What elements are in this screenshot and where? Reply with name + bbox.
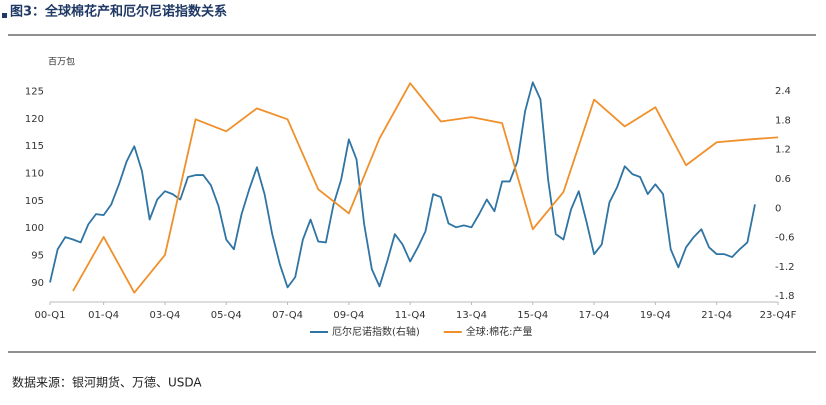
series-line [49,81,756,289]
y-tick-label: 90 [31,278,44,289]
y2-tick-label: 2.4 [775,86,791,97]
x-tick-label: 23-Q4F [760,310,797,321]
y-tick-label: 110 [25,168,44,179]
y-axis-label: 百万包 [48,56,75,68]
x-tick-label: 17-Q4 [579,310,610,321]
x-tick-label: 03-Q4 [149,310,180,321]
title-bullet [2,13,7,18]
x-tick-label: 01-Q4 [88,310,119,321]
legend-label: 全球:棉花:产量 [466,325,533,338]
y2-tick-label: 0.6 [775,174,791,185]
y2-tick-label: 1.8 [775,115,791,126]
y2-tick-label: 0 [775,203,781,214]
chart-title: 图3：全球棉花产和厄尔尼诺指数关系 [10,4,227,20]
series-line [72,82,779,294]
x-tick-label: 15-Q4 [517,310,548,321]
y-tick-label: 120 [25,114,44,125]
x-tick-label: 21-Q4 [701,310,732,321]
y-tick-label: 125 [25,86,44,97]
y-tick-label: 100 [25,223,44,234]
x-tick-label: 19-Q4 [640,310,671,321]
legend-label: 厄尔尼诺指数(右轴) [332,325,420,338]
x-tick-label: 11-Q4 [395,310,426,321]
source-note: 数据来源：银河期货、万德、USDA [12,375,202,390]
x-tick-label: 13-Q4 [456,310,487,321]
x-tick-label: 09-Q4 [333,310,364,321]
y-tick-label: 105 [25,196,44,207]
y2-tick-label: -1.2 [775,262,795,273]
y-tick-label: 95 [31,251,44,262]
y2-tick-label: -1.8 [775,291,795,302]
y2-tick-label: -0.6 [775,233,795,244]
y-tick-label: 115 [25,141,44,152]
x-tick-label: 05-Q4 [211,310,242,321]
y2-tick-label: 1.2 [775,145,791,156]
x-tick-label: 00-Q1 [35,310,66,321]
x-tick-label: 07-Q4 [272,310,303,321]
